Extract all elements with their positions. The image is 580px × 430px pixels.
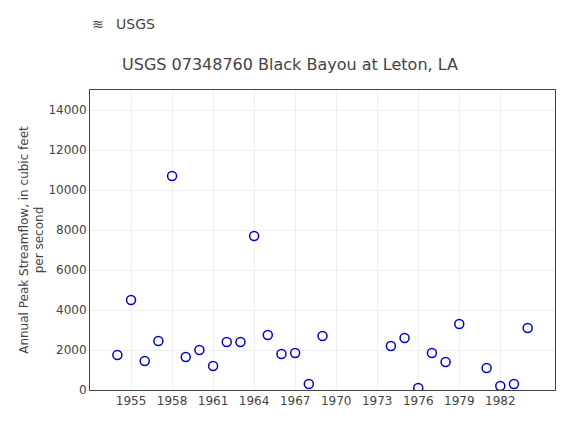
svg-text:≋: ≋	[92, 16, 104, 32]
svg-text:Annual Peak Streamflow, in cub: Annual Peak Streamflow, in cubic feetper…	[17, 126, 47, 354]
svg-text:0: 0	[79, 383, 87, 397]
svg-text:10000: 10000	[48, 183, 86, 197]
svg-text:1955: 1955	[116, 394, 147, 408]
svg-text:2000: 2000	[56, 343, 87, 357]
svg-text:1964: 1964	[239, 394, 270, 408]
svg-text:1973: 1973	[362, 394, 393, 408]
svg-text:1982: 1982	[485, 394, 516, 408]
svg-text:8000: 8000	[56, 223, 87, 237]
svg-text:1979: 1979	[444, 394, 475, 408]
svg-text:4000: 4000	[56, 303, 87, 317]
svg-text:6000: 6000	[56, 263, 87, 277]
svg-text:1958: 1958	[157, 394, 188, 408]
svg-text:USGS: USGS	[116, 16, 155, 32]
svg-text:1970: 1970	[321, 394, 352, 408]
svg-text:12000: 12000	[48, 143, 86, 157]
svg-text:14000: 14000	[48, 103, 86, 117]
svg-text:1967: 1967	[280, 394, 311, 408]
svg-text:1961: 1961	[198, 394, 229, 408]
svg-text:1976: 1976	[403, 394, 434, 408]
svg-text:USGS 07348760 Black Bayou at L: USGS 07348760 Black Bayou at Leton, LA	[122, 55, 458, 74]
